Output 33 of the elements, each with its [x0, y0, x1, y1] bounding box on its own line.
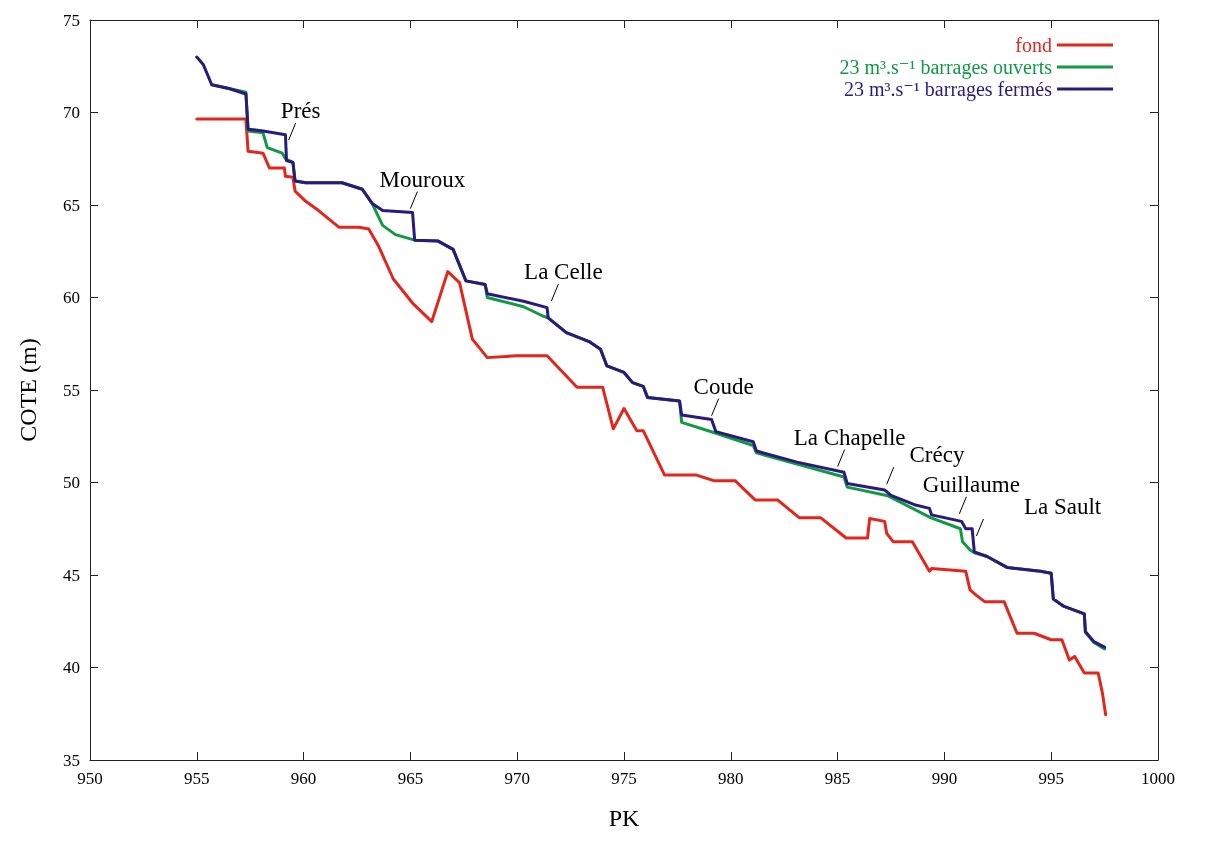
legend-label: 23 m³.s⁻¹ barrages fermés	[843, 78, 1053, 101]
legend-label: fond	[1015, 34, 1052, 56]
x-tick-label: 950	[77, 769, 103, 788]
x-tick-label: 990	[931, 769, 958, 788]
y-tick-label: 75	[63, 10, 80, 30]
x-tick-label: 985	[824, 769, 851, 788]
annotation: Mouroux	[379, 166, 466, 192]
x-axis-title: PK	[608, 805, 640, 831]
y-tick-label: 35	[63, 750, 80, 770]
x-tick-label: 960	[290, 769, 317, 788]
y-axis-title: COTE (m)	[15, 338, 41, 442]
y-tick-label: 60	[63, 288, 80, 307]
legend-label: 23 m³.s⁻¹ barrages ouverts	[839, 56, 1053, 79]
x-tick-label: 975	[611, 769, 637, 788]
x-tick-label: 980	[718, 769, 744, 788]
y-tick-label: 40	[63, 658, 80, 677]
annotation: La Celle	[524, 259, 603, 285]
annotation: La Chapelle	[793, 424, 906, 450]
x-tick-label: 965	[397, 769, 424, 788]
annotation: Coude	[693, 373, 754, 399]
x-tick-label: 995	[1038, 769, 1064, 788]
x-tick-label: 1000	[1141, 769, 1175, 788]
y-tick-label: 50	[63, 473, 80, 492]
y-tick-label: 45	[63, 565, 80, 585]
annotation: Crécy	[909, 442, 965, 468]
annotation: Prés	[280, 98, 321, 124]
annotation: La Sault	[1023, 494, 1102, 519]
y-tick-label: 70	[63, 103, 80, 122]
x-tick-label: 955	[184, 769, 210, 788]
x-tick-label: 970	[504, 769, 530, 788]
annotation: Guillaume	[922, 471, 1020, 497]
y-tick-label: 65	[63, 195, 80, 215]
y-tick-label: 55	[63, 380, 80, 400]
